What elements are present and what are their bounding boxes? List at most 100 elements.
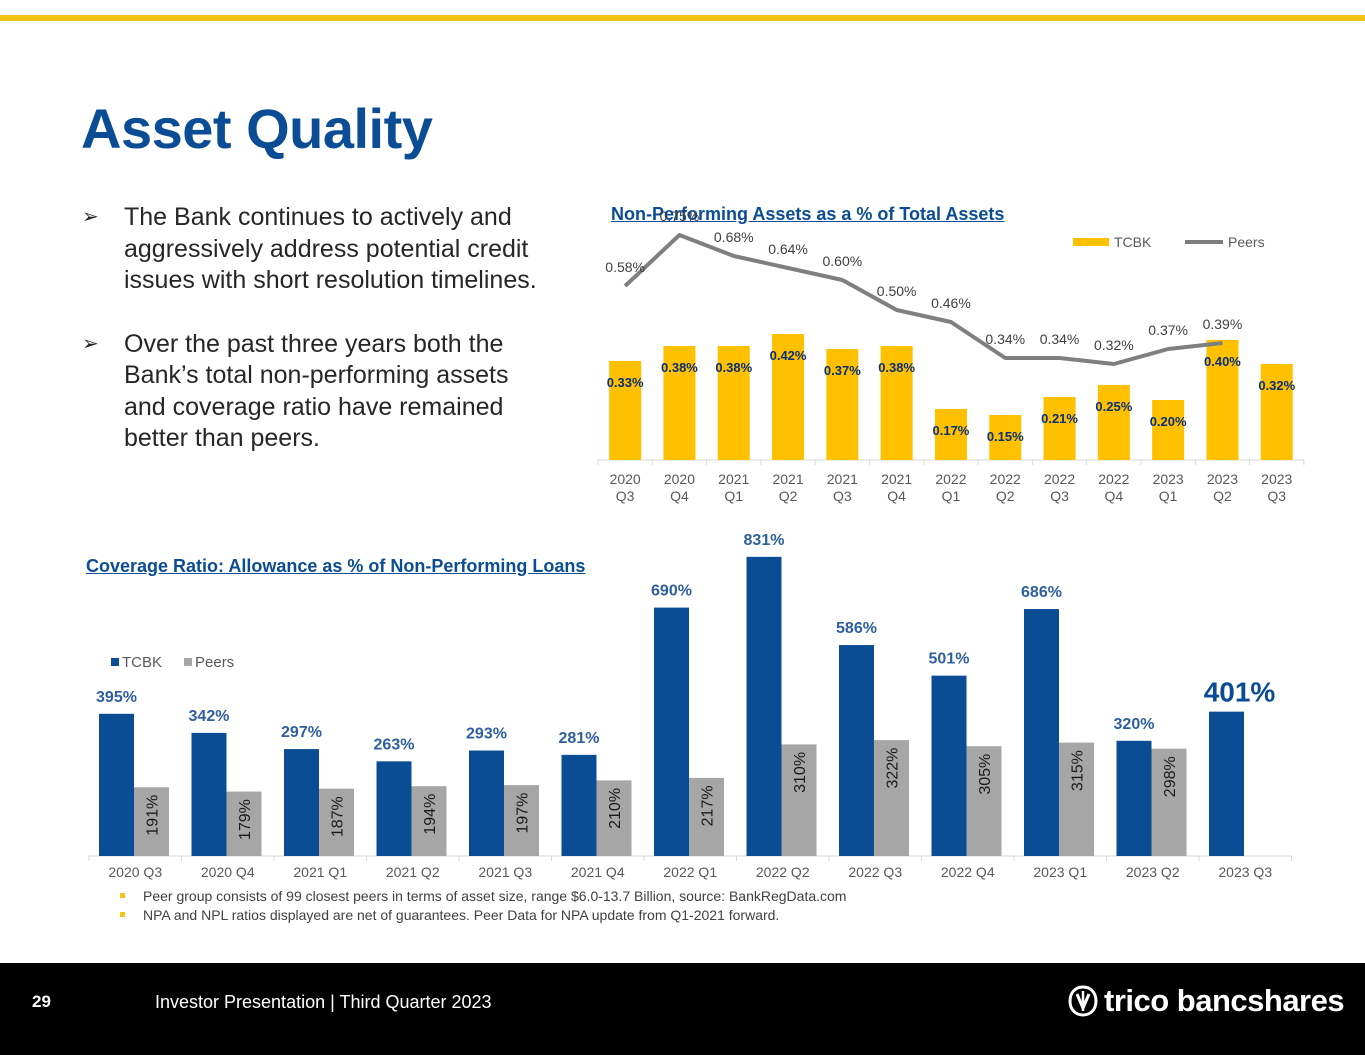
- npa-peers-data-label: 0.32%: [1094, 337, 1134, 353]
- npa-tcbk-bar: [1260, 364, 1293, 460]
- coverage-tcbk-bar: [1024, 609, 1059, 856]
- coverage-tcbk-data-label: 281%: [559, 730, 600, 747]
- coverage-tcbk-bar: [931, 675, 967, 856]
- npa-peers-data-label: 0.68%: [714, 229, 754, 245]
- coverage-tcbk-bar: [746, 556, 782, 856]
- npa-peers-data-label: 0.37%: [1148, 322, 1188, 338]
- coverage-peers-data-label: 310%: [792, 752, 809, 793]
- coverage-peers-data-label: 322%: [885, 748, 902, 789]
- coverage-peers-data-label: 305%: [977, 754, 994, 795]
- coverage-category-label: 2021 Q4: [571, 864, 625, 880]
- coverage-chart-title: Coverage Ratio: Allowance as % of Non-Pe…: [86, 556, 586, 576]
- coverage-tcbk-data-label: 293%: [466, 726, 507, 743]
- npa-tcbk-data-label: 0.40%: [1204, 354, 1241, 369]
- page-number: 29: [32, 992, 51, 1011]
- npa-chart: 2020 Q3 2020 Q4 2021 Q1 2021 Q2 2021 Q3 2021 Q4 2022…: [597, 208, 1305, 504]
- page-title: Asset Quality: [81, 97, 433, 160]
- npa-tcbk-bar: [1097, 385, 1130, 460]
- coverage-legend-swatch-peers: [184, 658, 192, 666]
- top-accent-bar: [0, 15, 1365, 21]
- coverage-peers-bar: [781, 744, 817, 856]
- npa-tcbk-bar: [1043, 397, 1076, 460]
- coverage-tcbk-data-label: 401%: [1204, 677, 1276, 708]
- npa-peers-data-label: 0.75%: [660, 208, 700, 224]
- npa-peers-data-label: 0.39%: [1203, 316, 1243, 332]
- npa-category-label: 2022 Q4: [1098, 471, 1129, 504]
- square-bullet-icon: [120, 912, 125, 917]
- coverage-peers-bar: [689, 777, 724, 856]
- coverage-category-label: 2022 Q2: [756, 864, 810, 880]
- npa-category-label: 2022 Q3: [1044, 471, 1075, 504]
- npa-category-label: 2020 Q3: [610, 471, 641, 504]
- coverage-category-label: 2022 Q1: [663, 864, 717, 880]
- footer-presentation-title: Investor Presentation | Third Quarter 20…: [155, 992, 492, 1012]
- coverage-peers-bar: [226, 791, 262, 856]
- coverage-peers-bar: [319, 788, 354, 856]
- coverage-peers-data-label: 179%: [237, 799, 254, 840]
- npa-tcbk-data-label: 0.38%: [715, 360, 752, 375]
- coverage-category-label: 2023 Q3: [1218, 864, 1272, 880]
- coverage-category-label: 2020 Q3: [108, 864, 162, 880]
- coverage-peers-data-label: 298%: [1162, 756, 1179, 797]
- square-bullet-icon: [120, 893, 125, 898]
- coverage-tcbk-data-label: 586%: [836, 620, 877, 637]
- npa-tcbk-data-label: 0.33%: [607, 375, 644, 390]
- coverage-chart: 2020 Q3 2020 Q4 2021 Q1 2021 Q2 2021 Q3 2021 …: [88, 532, 1292, 880]
- coverage-category-label: 2022 Q3: [848, 864, 902, 880]
- npa-category-label: 2021 Q3: [827, 471, 858, 504]
- npa-peers-data-label: 0.34%: [1040, 331, 1080, 347]
- bullet-text: Over the past three years both the Bank’…: [124, 329, 509, 453]
- coverage-category-label: 2023 Q1: [1033, 864, 1087, 880]
- npa-tcbk-data-label: 0.42%: [770, 348, 807, 363]
- npa-category-label: 2022 Q1: [935, 471, 966, 504]
- arrow-bullet-icon: ➢: [82, 332, 99, 355]
- logo-text: trico bancshares: [1104, 983, 1345, 1018]
- coverage-peers-bar: [504, 785, 539, 856]
- npa-tcbk-data-label: 0.17%: [933, 423, 970, 438]
- coverage-tcbk-bar: [839, 645, 874, 856]
- coverage-tcbk-bar: [1116, 740, 1152, 856]
- coverage-tcbk-bar: [469, 750, 504, 856]
- coverage-tcbk-bar: [284, 749, 319, 856]
- coverage-tcbk-data-label: 297%: [281, 724, 322, 741]
- npa-tcbk-data-label: 0.32%: [1258, 378, 1295, 393]
- npa-peers-line: [623, 233, 1223, 366]
- npa-category-label: 2021 Q4: [881, 471, 912, 504]
- coverage-peers-data-label: 187%: [330, 796, 347, 837]
- coverage-tcbk-bar: [654, 607, 689, 856]
- bullet-text: The Bank continues to actively and aggre…: [124, 203, 537, 294]
- coverage-peers-data-label: 191%: [145, 795, 162, 836]
- npa-peers-data-label: 0.46%: [931, 295, 971, 311]
- npa-peers-data-label: 0.60%: [822, 253, 862, 269]
- npa-category-label: 2023 Q3: [1261, 471, 1292, 504]
- coverage-peers-bar: [134, 787, 169, 856]
- shield-logo-icon: [1068, 985, 1098, 1017]
- npa-tcbk-data-label: 0.20%: [1150, 414, 1187, 429]
- coverage-tcbk-bar: [99, 713, 134, 856]
- coverage-peers-bar: [1059, 742, 1094, 856]
- company-logo: trico bancshares: [1068, 983, 1345, 1019]
- npa-tcbk-bar: [717, 346, 750, 460]
- npa-category-label: 2023 Q1: [1153, 471, 1184, 504]
- footer-bar: 29 Investor Presentation | Third Quarter…: [0, 963, 1365, 1055]
- footnote: Peer group consists of 99 closest peers …: [120, 887, 846, 906]
- coverage-peers-data-label: 210%: [607, 788, 624, 829]
- npa-tcbk-data-label: 0.37%: [824, 363, 861, 378]
- coverage-category-label: 2023 Q2: [1126, 864, 1180, 880]
- npa-tcbk-data-label: 0.15%: [987, 429, 1024, 444]
- npa-category-label: 2020 Q4: [664, 471, 695, 504]
- coverage-legend-label-peers: Peers: [195, 654, 234, 671]
- npa-tcbk-bar: [1206, 340, 1239, 460]
- npa-tcbk-data-label: 0.38%: [661, 360, 698, 375]
- coverage-tcbk-data-label: 831%: [744, 532, 785, 549]
- coverage-tcbk-data-label: 263%: [374, 736, 415, 753]
- coverage-peers-bar: [966, 746, 1002, 856]
- coverage-tcbk-data-label: 395%: [96, 689, 137, 706]
- footnote-text: NPA and NPL ratios displayed are net of …: [143, 907, 780, 923]
- npa-category-label: 2023 Q2: [1207, 471, 1238, 504]
- coverage-peers-data-label: 217%: [700, 785, 717, 826]
- npa-tcbk-bar: [663, 346, 696, 460]
- coverage-category-label: 2021 Q2: [386, 864, 440, 880]
- coverage-peers-data-label: 315%: [1070, 750, 1087, 791]
- coverage-legend-swatch-tcbk: [111, 658, 119, 666]
